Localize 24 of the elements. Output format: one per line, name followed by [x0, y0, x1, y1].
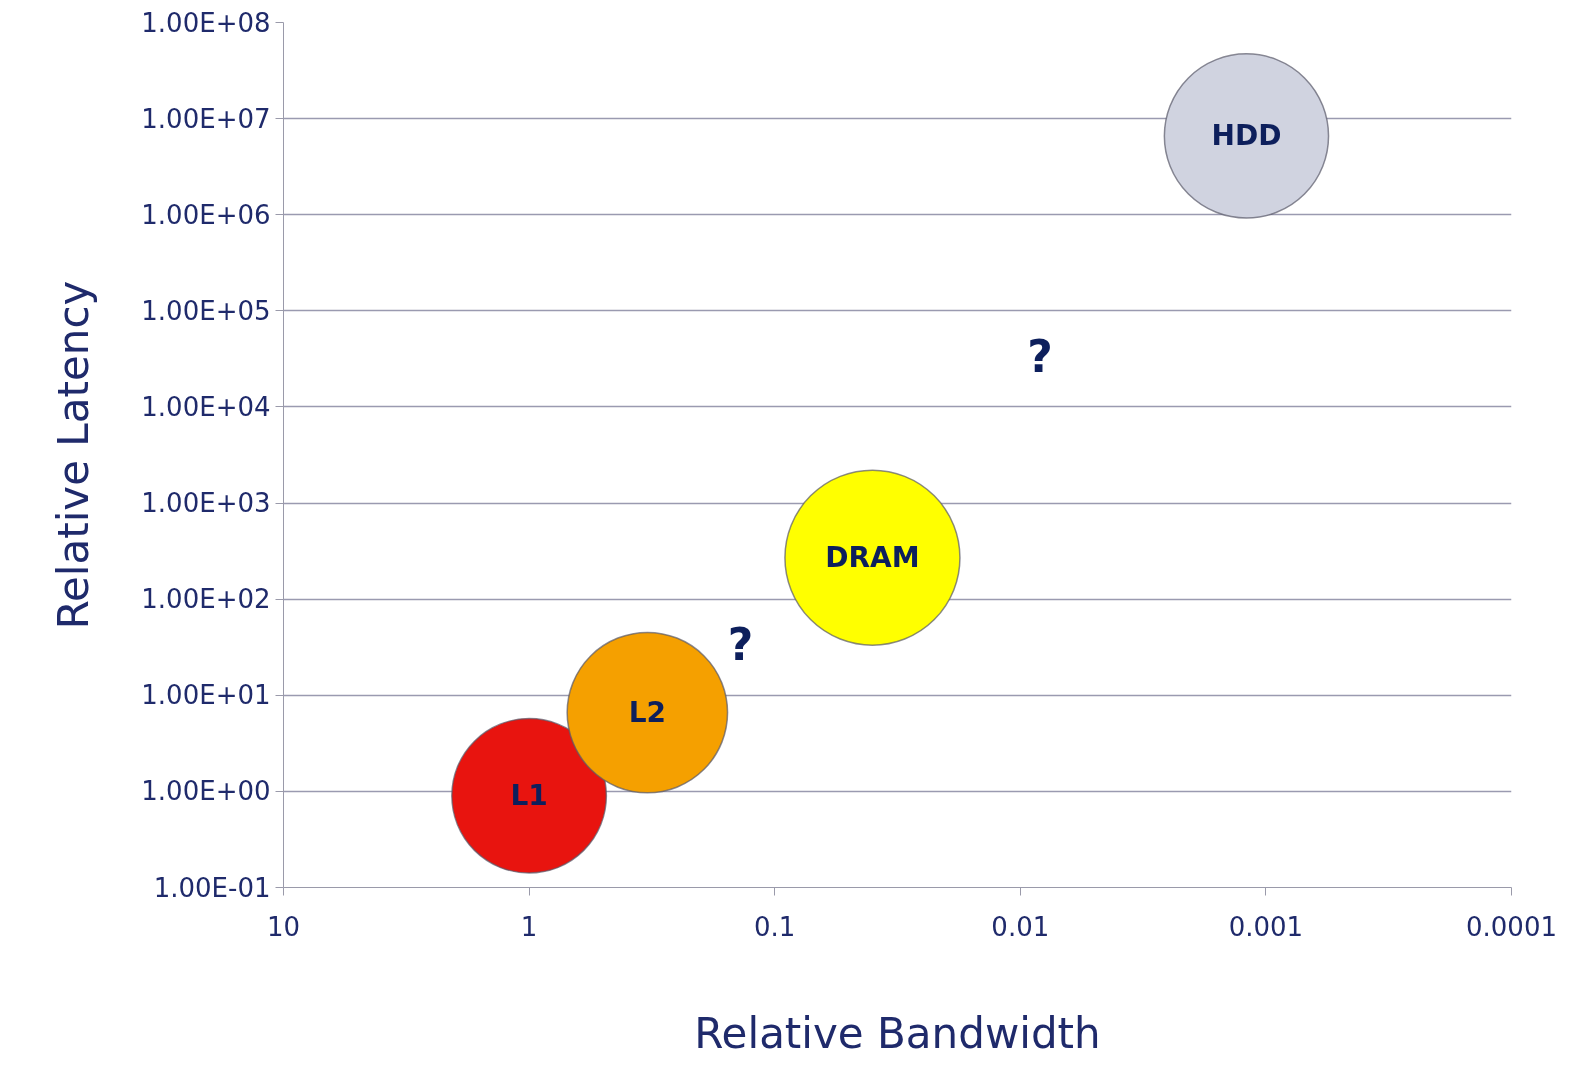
y-axis-title: Relative Latency — [49, 280, 99, 630]
y-tick-label: 1.00E-01 — [153, 872, 271, 903]
x-axis-title: Relative Bandwidth — [694, 1008, 1101, 1058]
x-tick-label: 1 — [520, 911, 538, 942]
x-tick-label: 0.1 — [754, 911, 796, 942]
annotation: ? — [727, 618, 754, 670]
y-tick-label: 1.00E+00 — [141, 776, 271, 807]
y-tick-label: 1.00E+08 — [141, 7, 271, 38]
y-tick-label: 1.00E+02 — [141, 584, 271, 615]
x-tick-label: 0.01 — [991, 911, 1050, 942]
y-tick-label: 1.00E+07 — [141, 103, 271, 134]
y-tick-label: 1.00E+05 — [141, 295, 271, 326]
series-label: L1 — [510, 779, 548, 813]
x-tick-label: 0.001 — [1228, 911, 1304, 942]
series-label: DRAM — [825, 541, 920, 575]
series-label: HDD — [1211, 119, 1282, 153]
y-tick-label: 1.00E+06 — [141, 199, 271, 230]
x-tick-label: 10 — [266, 911, 301, 942]
series-label: L2 — [628, 696, 667, 730]
annotation: ? — [1027, 330, 1053, 382]
y-tick-label: 1.00E+04 — [141, 391, 271, 422]
y-tick-label: 1.00E+01 — [141, 680, 271, 711]
y-tick-label: 1.00E+03 — [141, 488, 271, 519]
x-tick-label: 0.0001 — [1466, 911, 1557, 942]
